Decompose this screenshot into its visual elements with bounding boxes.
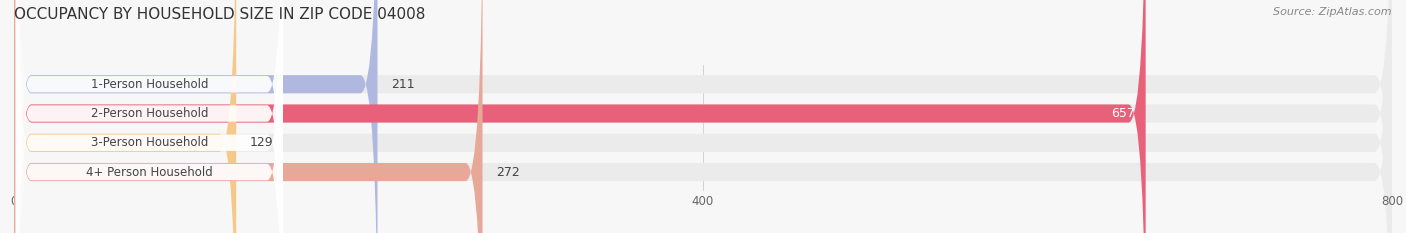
FancyBboxPatch shape <box>14 0 482 233</box>
FancyBboxPatch shape <box>14 0 236 233</box>
FancyBboxPatch shape <box>14 0 1392 233</box>
FancyBboxPatch shape <box>15 0 283 233</box>
FancyBboxPatch shape <box>14 0 377 233</box>
Text: 211: 211 <box>391 78 415 91</box>
FancyBboxPatch shape <box>14 0 1146 233</box>
Text: 4+ Person Household: 4+ Person Household <box>86 165 212 178</box>
Text: OCCUPANCY BY HOUSEHOLD SIZE IN ZIP CODE 04008: OCCUPANCY BY HOUSEHOLD SIZE IN ZIP CODE … <box>14 7 426 22</box>
FancyBboxPatch shape <box>14 0 1392 233</box>
FancyBboxPatch shape <box>15 0 283 233</box>
Text: 2-Person Household: 2-Person Household <box>90 107 208 120</box>
FancyBboxPatch shape <box>14 0 1392 233</box>
Text: 129: 129 <box>250 136 274 149</box>
Text: 272: 272 <box>496 165 520 178</box>
FancyBboxPatch shape <box>14 0 1392 233</box>
Text: 657: 657 <box>1111 107 1135 120</box>
Text: Source: ZipAtlas.com: Source: ZipAtlas.com <box>1274 7 1392 17</box>
Text: 3-Person Household: 3-Person Household <box>90 136 208 149</box>
FancyBboxPatch shape <box>15 0 283 233</box>
Text: 1-Person Household: 1-Person Household <box>90 78 208 91</box>
FancyBboxPatch shape <box>15 0 283 233</box>
